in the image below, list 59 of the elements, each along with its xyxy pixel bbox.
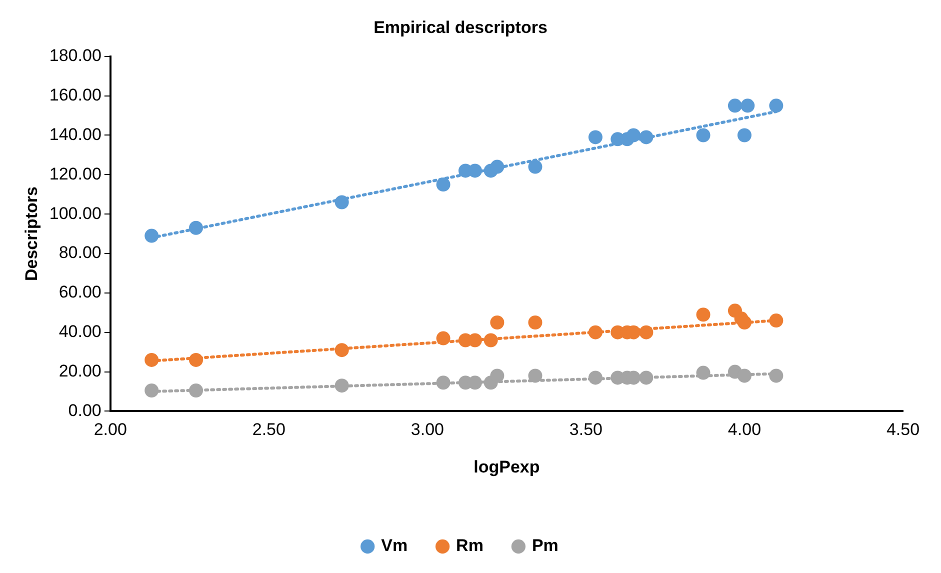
point [769, 368, 784, 383]
point [639, 370, 654, 385]
point [588, 325, 602, 340]
point [737, 316, 752, 330]
point [639, 130, 654, 144]
chart-title: Empirical descriptors [374, 18, 548, 37]
point [334, 378, 349, 393]
point [490, 160, 504, 174]
point [436, 376, 450, 390]
y-tick-label: 20.00 [58, 361, 102, 380]
point [696, 366, 710, 380]
point [490, 368, 504, 383]
point [144, 352, 159, 367]
x-tick-label: 2.00 [94, 420, 127, 440]
point [144, 228, 159, 243]
point [737, 368, 752, 383]
point [740, 98, 755, 113]
x-tick-label: 3.00 [410, 420, 444, 440]
point [484, 333, 498, 348]
x-tick-label: 2.50 [252, 420, 286, 440]
x-tick-label: 4.50 [886, 420, 920, 440]
legend-label: Rm [456, 536, 484, 556]
point [490, 316, 504, 330]
point [528, 316, 542, 330]
x-axis-title: logPexp [474, 457, 540, 476]
legend-label: Vm [381, 536, 408, 556]
y-tick-label: 60.00 [58, 282, 102, 302]
y-tick-label: 40.00 [58, 322, 102, 342]
point [528, 368, 542, 383]
point [334, 343, 349, 358]
y-tick-label: 100.00 [49, 204, 102, 223]
point [588, 370, 602, 385]
point [626, 128, 641, 142]
point [189, 384, 203, 398]
y-tick-label: 140.00 [49, 124, 102, 144]
x-tick-label: 4.00 [728, 420, 762, 440]
point [639, 325, 654, 340]
y-tick-label: 160.00 [49, 86, 102, 105]
y-tick-label: 180.00 [49, 46, 102, 66]
point [436, 331, 450, 346]
point [436, 178, 450, 192]
point [696, 308, 710, 322]
y-axis-title: Descriptors [22, 186, 41, 282]
point [737, 128, 752, 142]
point [769, 314, 784, 328]
point [334, 195, 349, 210]
point [189, 220, 203, 235]
legend-label: Pm [532, 536, 558, 556]
point [189, 352, 203, 367]
point [696, 128, 710, 142]
point [728, 98, 742, 113]
point [528, 160, 542, 174]
y-tick-label: 120.00 [49, 164, 102, 184]
y-tick-label: 0.00 [68, 400, 102, 420]
x-tick-label: 3.50 [569, 420, 603, 440]
point [588, 130, 602, 144]
point [769, 98, 784, 113]
point [144, 384, 159, 398]
y-tick-label: 80.00 [58, 243, 102, 262]
